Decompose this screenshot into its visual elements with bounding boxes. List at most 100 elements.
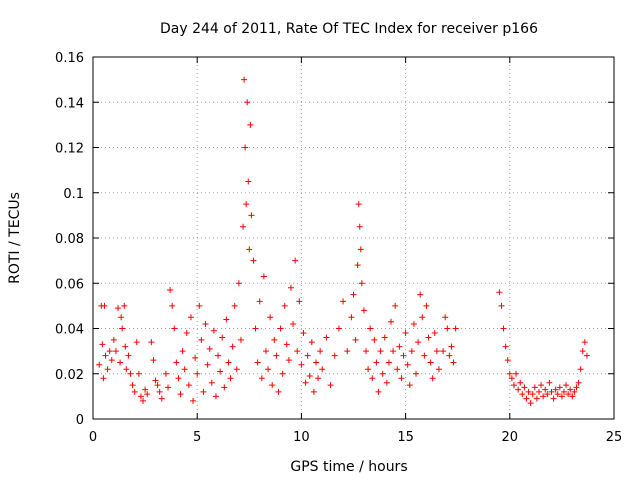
- data-point: [285, 357, 292, 364]
- data-point: [244, 99, 251, 106]
- y-tick-label: 0.1: [63, 187, 84, 202]
- data-point: [363, 348, 370, 355]
- data-point: [388, 318, 395, 325]
- data-point: [108, 357, 115, 364]
- data-point: [275, 388, 282, 395]
- data-point: [273, 352, 280, 359]
- data-point: [181, 366, 188, 373]
- data-point: [402, 330, 409, 337]
- data-point: [431, 330, 438, 337]
- data-point: [177, 391, 184, 398]
- data-point: [448, 343, 455, 350]
- data-point: [544, 391, 551, 398]
- data-point: [554, 391, 561, 398]
- data-point: [500, 325, 507, 332]
- data-point: [99, 341, 106, 348]
- data-point: [148, 339, 155, 346]
- data-point: [365, 366, 372, 373]
- data-point: [125, 352, 132, 359]
- data-point: [515, 386, 522, 393]
- chart-title: Day 244 of 2011, Rate Of TEC Index for r…: [160, 21, 538, 37]
- x-axis-label: GPS time / hours: [290, 459, 407, 475]
- data-point: [535, 388, 542, 395]
- data-point: [247, 121, 254, 128]
- data-point: [575, 379, 582, 386]
- data-point: [513, 370, 520, 377]
- data-point: [235, 280, 242, 287]
- data-point: [101, 302, 108, 309]
- data-point: [583, 352, 590, 359]
- data-point: [308, 339, 315, 346]
- data-point: [517, 379, 524, 386]
- data-point: [523, 395, 530, 402]
- data-point: [529, 391, 536, 398]
- data-point: [354, 262, 361, 269]
- data-point: [231, 302, 238, 309]
- data-point: [243, 201, 250, 208]
- data-point: [558, 393, 565, 400]
- data-point: [540, 393, 547, 400]
- data-point: [142, 386, 149, 393]
- data-point: [533, 395, 540, 402]
- data-point: [296, 298, 303, 305]
- data-point: [450, 359, 457, 366]
- data-point: [510, 382, 517, 389]
- data-point: [525, 388, 532, 395]
- data-points: [96, 76, 590, 407]
- data-point: [417, 291, 424, 298]
- data-point: [385, 359, 392, 366]
- data-point: [433, 348, 440, 355]
- data-point: [344, 348, 351, 355]
- data-point: [260, 273, 267, 280]
- data-point: [355, 201, 362, 208]
- data-point: [498, 302, 505, 309]
- data-point: [162, 370, 169, 377]
- y-tick-label: 0.12: [55, 142, 84, 157]
- data-point: [396, 343, 403, 350]
- data-point: [198, 336, 205, 343]
- data-point: [173, 359, 180, 366]
- x-tick-label: 15: [397, 430, 414, 445]
- grid: [93, 57, 614, 419]
- data-point: [317, 348, 324, 355]
- data-point: [312, 359, 319, 366]
- data-point: [106, 348, 113, 355]
- data-point: [381, 334, 388, 341]
- data-point: [567, 386, 574, 393]
- data-point: [258, 375, 265, 382]
- y-tick-label: 0.06: [55, 277, 84, 292]
- data-point: [394, 366, 401, 373]
- data-point: [121, 302, 128, 309]
- data-point: [144, 391, 151, 398]
- data-point: [292, 257, 299, 264]
- data-point: [206, 345, 213, 352]
- data-point: [169, 302, 176, 309]
- data-point: [350, 291, 357, 298]
- data-point: [427, 359, 434, 366]
- data-point: [192, 354, 199, 361]
- data-point: [367, 325, 374, 332]
- data-point: [179, 348, 186, 355]
- data-point: [379, 370, 386, 377]
- data-point: [131, 388, 138, 395]
- data-point: [104, 366, 111, 373]
- data-point: [102, 352, 109, 359]
- data-point: [369, 375, 376, 382]
- data-point: [252, 325, 259, 332]
- data-point: [123, 366, 130, 373]
- data-point: [117, 359, 124, 366]
- data-point: [208, 379, 215, 386]
- data-point: [423, 302, 430, 309]
- data-point: [519, 391, 526, 398]
- data-point: [358, 280, 365, 287]
- data-point: [323, 334, 330, 341]
- data-point: [254, 359, 261, 366]
- data-point: [410, 320, 417, 327]
- data-point: [404, 361, 411, 368]
- y-tick-label: 0.14: [55, 96, 84, 111]
- data-point: [552, 386, 559, 393]
- data-point: [548, 388, 555, 395]
- data-point: [373, 359, 380, 366]
- data-point: [229, 343, 236, 350]
- data-point: [419, 314, 426, 321]
